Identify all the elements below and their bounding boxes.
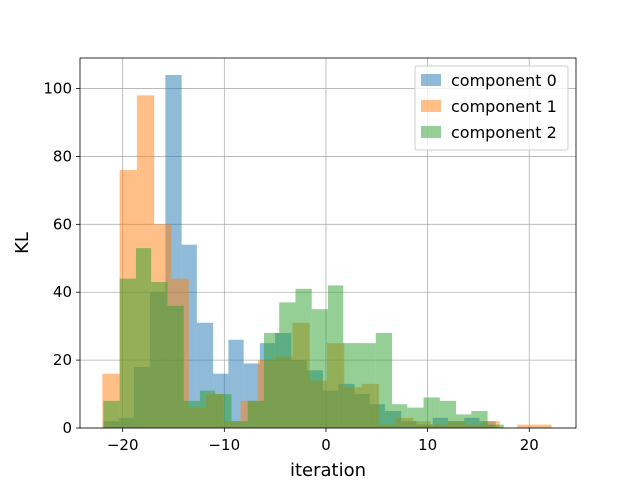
histogram-bar — [392, 404, 408, 428]
histogram-bar — [534, 424, 552, 428]
legend: component 0 component 1 component 2 — [414, 65, 569, 151]
histogram-bar — [231, 421, 248, 428]
legend-entry: component 2 — [451, 123, 557, 142]
histogram-bar — [439, 400, 457, 428]
histogram-bar — [407, 407, 424, 428]
histogram-bar — [456, 414, 472, 428]
histogram-bar — [199, 390, 216, 428]
legend-swatch — [421, 100, 441, 112]
histogram-bar — [423, 397, 440, 428]
y-tick-label: 100 — [43, 80, 72, 98]
histogram-bar — [328, 285, 344, 428]
histogram-bar — [517, 424, 535, 428]
histogram-bar — [311, 309, 328, 428]
plot-frame — [79, 57, 577, 429]
y-tick-label: 20 — [53, 351, 72, 369]
histogram-bar — [215, 394, 232, 428]
histogram-bar — [359, 343, 376, 428]
histogram-bar — [343, 343, 360, 428]
histogram-bar — [167, 305, 184, 428]
legend-box — [414, 65, 569, 151]
x-tick-label: −20 — [107, 436, 139, 454]
histogram-bar — [295, 288, 312, 428]
histogram-bar — [279, 302, 296, 428]
x-axis-ticks: −20 −10 0 10 20 — [107, 428, 539, 454]
x-axis-label: iteration — [290, 460, 366, 480]
legend-swatch — [421, 74, 441, 86]
histogram-bar — [247, 400, 264, 428]
y-axis-ticks: 0 20 40 60 80 100 — [43, 80, 80, 437]
histogram-bar — [151, 282, 168, 428]
y-tick-label: 0 — [62, 419, 72, 437]
histogram-bar — [183, 400, 200, 428]
y-tick-label: 60 — [53, 215, 72, 233]
legend-swatch — [421, 126, 441, 138]
histogram-bar — [228, 339, 244, 428]
series-2-bars — [103, 248, 504, 428]
y-tick-label: 40 — [53, 283, 72, 301]
histogram-bar — [135, 248, 152, 428]
y-tick-label: 80 — [53, 147, 72, 165]
histogram-bar — [119, 278, 136, 428]
x-tick-label: 0 — [321, 436, 331, 454]
y-axis-label: KL — [12, 232, 33, 254]
bars-layer — [102, 74, 552, 429]
histogram-bar — [263, 332, 280, 428]
x-tick-label: 10 — [418, 436, 437, 454]
x-tick-label: −10 — [208, 436, 240, 454]
x-tick-label: 20 — [520, 436, 539, 454]
legend-entry: component 1 — [451, 97, 557, 116]
histogram-bar — [375, 332, 393, 428]
histogram-bar — [103, 400, 120, 428]
legend-entry: component 0 — [451, 71, 557, 90]
histogram-bar — [471, 411, 488, 428]
histogram-bar — [487, 424, 504, 428]
